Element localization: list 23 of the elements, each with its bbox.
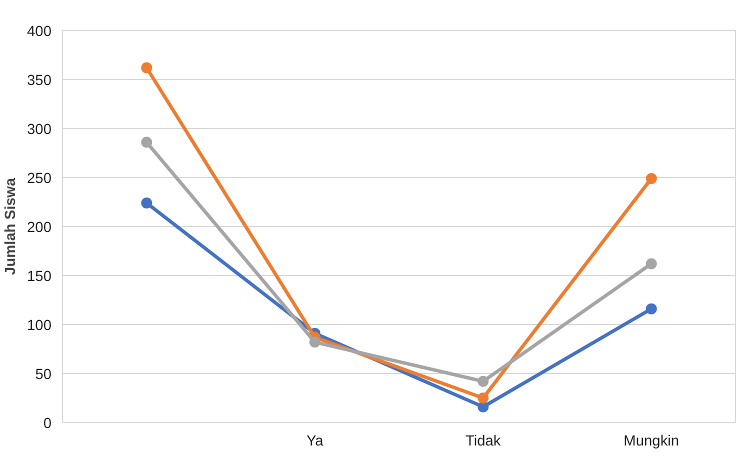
y-tick-label: 150	[27, 269, 52, 285]
y-axis-title: Jumlah Siswa	[3, 177, 20, 275]
y-tick-label: 250	[27, 171, 52, 187]
x-tick-label: Mungkin	[624, 434, 680, 450]
point	[141, 136, 152, 148]
point	[478, 392, 489, 404]
point	[141, 62, 152, 74]
point	[646, 258, 657, 270]
x-tick-label: Ya	[306, 434, 324, 450]
y-tick-label: 0	[43, 416, 52, 432]
y-tick-label: 400	[27, 24, 52, 40]
point	[141, 197, 152, 208]
y-tick-label: 200	[27, 220, 52, 236]
point	[646, 172, 657, 184]
y-tick-label: 50	[35, 367, 52, 383]
y-tick-label: 350	[27, 73, 52, 89]
point	[478, 376, 489, 387]
y-tick-label: 300	[27, 122, 52, 138]
point	[478, 401, 489, 412]
x-tick-label: Tidak	[465, 434, 502, 450]
point	[309, 336, 320, 348]
point	[646, 303, 657, 314]
y-tick-label: 100	[27, 318, 52, 334]
